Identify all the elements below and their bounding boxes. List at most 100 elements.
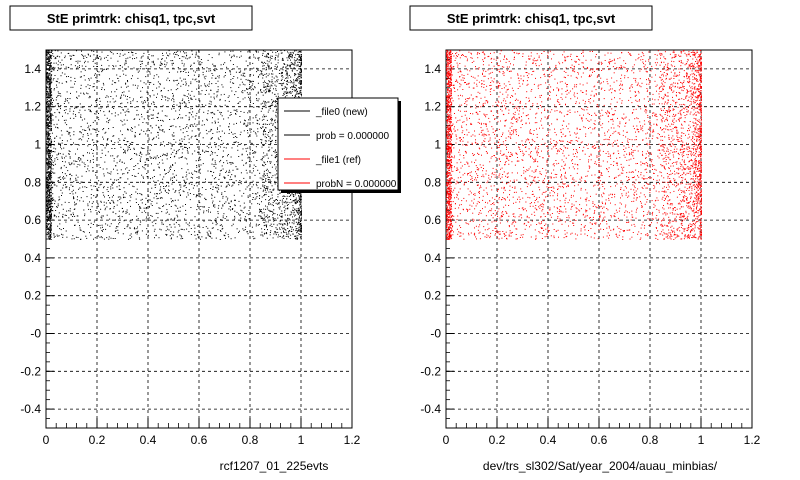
data-point [172,164,174,165]
data-point [297,213,299,215]
data-point [206,210,208,212]
data-point [108,120,110,122]
data-point [264,155,266,157]
data-point [87,145,89,147]
data-point [252,231,254,233]
data-point [59,176,61,178]
data-point [49,72,51,74]
data-point [291,228,293,230]
data-point [173,101,175,103]
data-point [138,204,139,206]
data-point [270,182,272,184]
data-point [57,205,59,207]
data-point [188,172,190,174]
data-point [95,129,96,131]
data-point [124,228,126,229]
data-point [127,108,129,110]
data-point [54,58,56,60]
data-point [268,61,270,63]
data-point [240,143,242,145]
data-point [299,195,301,197]
data-point [286,87,288,89]
data-point [77,148,78,150]
data-point [74,83,75,85]
data-point [202,105,203,107]
data-point [66,186,68,188]
left-chart-panel: StE primtrk: chisq1, tpc,svt-0.4-0.2-00.… [9,5,401,473]
data-point [136,154,138,156]
data-point [214,120,216,122]
data-point [186,126,188,128]
data-point [107,122,109,124]
data-point [285,208,287,210]
data-point [60,166,62,168]
data-point [98,180,100,182]
data-point [296,78,298,80]
data-point [116,74,118,76]
data-point [109,208,111,210]
data-point [135,219,137,221]
data-point [50,211,52,213]
data-point [47,57,49,59]
data-point [69,164,71,166]
data-point [274,101,276,103]
data-point [56,185,58,187]
data-point [47,184,49,186]
data-point [173,104,175,105]
data-point [47,167,49,169]
data-point [284,86,286,88]
data-point [294,61,296,63]
data-point [151,139,153,141]
data-point [222,195,224,197]
data-point [87,224,89,226]
data-point [47,162,49,164]
data-point [143,82,145,84]
data-point [70,76,72,78]
data-point [50,77,52,79]
data-point [217,211,219,213]
data-point [271,166,273,168]
data-point [50,223,52,225]
data-point [171,233,173,235]
data-point [98,74,100,76]
data-point [265,140,267,142]
data-point [62,213,64,215]
data-point [249,98,251,100]
data-point [248,214,250,216]
data-point [220,159,222,161]
data-point [199,100,201,102]
data-point [69,110,71,112]
data-point [93,195,95,197]
data-point [279,199,281,201]
data-point [161,223,163,225]
data-point [176,150,177,152]
data-point [49,196,51,198]
data-point [108,110,110,112]
data-point [155,195,157,197]
data-point [109,197,111,199]
data-point [282,228,284,230]
data-point [46,51,48,53]
data-point [264,80,265,82]
data-point [204,94,206,95]
data-point [262,156,264,158]
data-point [213,171,215,173]
data-point [298,74,300,76]
data-point [87,93,89,95]
data-point [83,58,85,59]
data-point [115,230,117,232]
data-point [80,116,82,118]
data-point [220,185,222,187]
data-point [48,200,50,202]
data-point [287,75,289,77]
data-point [243,207,245,209]
data-point [183,138,185,140]
data-point [145,67,147,69]
data-point [289,64,291,66]
data-point [104,57,105,59]
data-point [294,87,296,89]
data-point [233,82,235,84]
data-point [58,196,60,198]
data-point [274,164,276,166]
data-point [112,238,114,239]
